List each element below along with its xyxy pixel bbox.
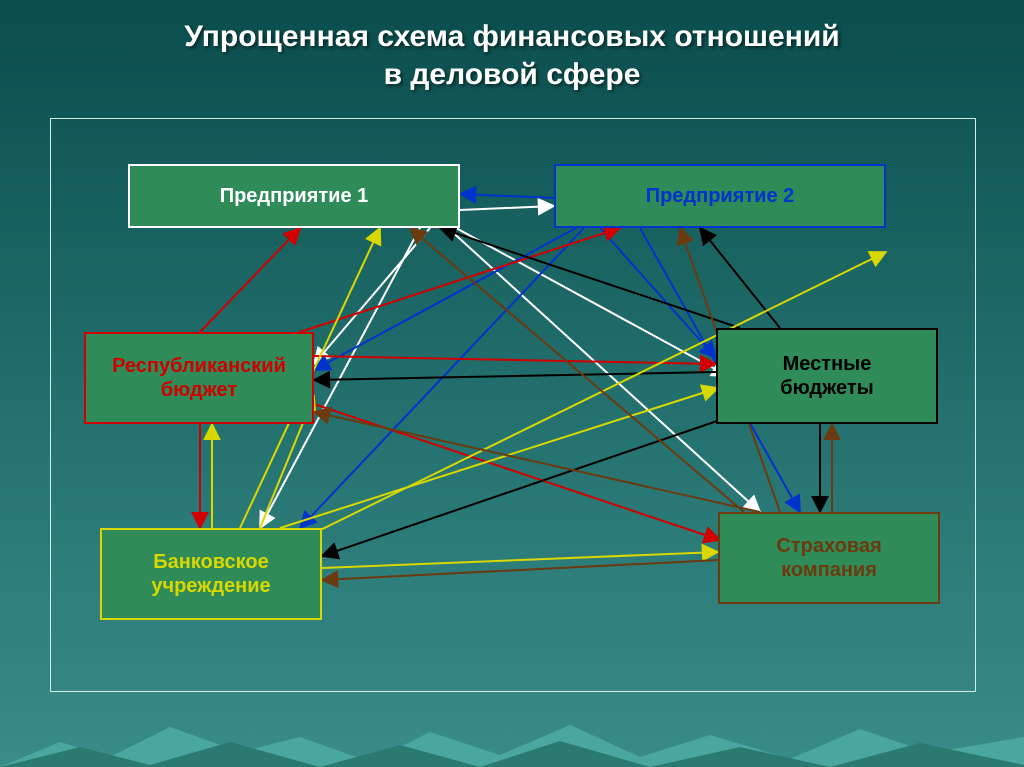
title-line-1: Упрощенная схема финансовых отношений <box>184 20 840 53</box>
node-bank: Банковскоеучреждение <box>100 528 322 620</box>
slide: Упрощенная схема финансовых отношений в … <box>0 0 1024 767</box>
title-line-2: в деловой сфере <box>384 58 641 91</box>
node-ent1: Предприятие 1 <box>128 164 460 228</box>
decorative-mountains <box>0 687 1024 767</box>
node-repub: Республиканскийбюджет <box>84 332 314 424</box>
node-local: Местныебюджеты <box>716 328 938 424</box>
slide-title: Упрощенная схема финансовых отношений в … <box>0 18 1024 93</box>
node-ent2: Предприятие 2 <box>554 164 886 228</box>
node-insur: Страховаякомпания <box>718 512 940 604</box>
